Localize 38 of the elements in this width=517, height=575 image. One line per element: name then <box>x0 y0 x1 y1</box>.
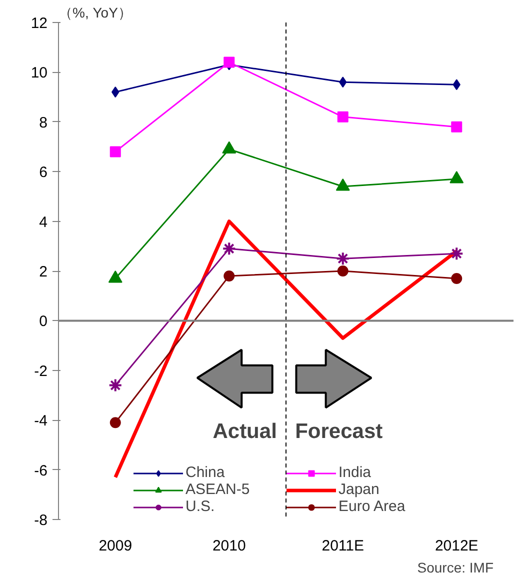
y-tick-label: 8 <box>39 114 48 132</box>
y-tick-label: -6 <box>34 462 48 480</box>
x-tick-label: 2010 <box>212 538 246 554</box>
point <box>110 146 121 158</box>
y-tick-label: -8 <box>34 512 48 529</box>
annotation: Actual <box>212 420 277 443</box>
y-tick-label: 6 <box>39 164 48 182</box>
y-tick-label: -2 <box>34 362 48 380</box>
source-note: Source: IMF <box>417 560 494 575</box>
point <box>451 272 462 284</box>
point <box>224 270 235 282</box>
x-tick-label: 2011E <box>322 538 364 554</box>
y-axis-title: （%, YoY） <box>58 4 132 20</box>
line-series <box>114 220 458 480</box>
legend-label: ASEAN-5 <box>186 481 251 498</box>
y-tick-label: 12 <box>30 15 48 32</box>
point <box>336 252 350 266</box>
y-tick-label: -4 <box>34 412 48 430</box>
point <box>337 111 348 122</box>
point <box>224 56 235 68</box>
annotation: Forecast <box>295 420 383 443</box>
x-tick-label: 2009 <box>98 538 132 554</box>
legend-label: Euro Area <box>338 498 406 515</box>
y-tick-label: 10 <box>30 64 48 82</box>
point <box>337 266 348 276</box>
legend-label: India <box>338 464 372 481</box>
legend-label: U.S. <box>186 498 216 515</box>
point <box>450 246 464 261</box>
x-tick-label: 2012E <box>434 538 478 554</box>
y-tick-label: 2 <box>39 264 48 280</box>
point <box>108 378 122 392</box>
y-tick-label: 0 <box>39 313 48 330</box>
point <box>110 417 121 428</box>
y-tick-label: 4 <box>39 214 48 231</box>
legend-label: Japan <box>338 481 380 498</box>
legend-label: China <box>186 464 226 481</box>
point <box>222 242 236 256</box>
point <box>451 121 462 132</box>
